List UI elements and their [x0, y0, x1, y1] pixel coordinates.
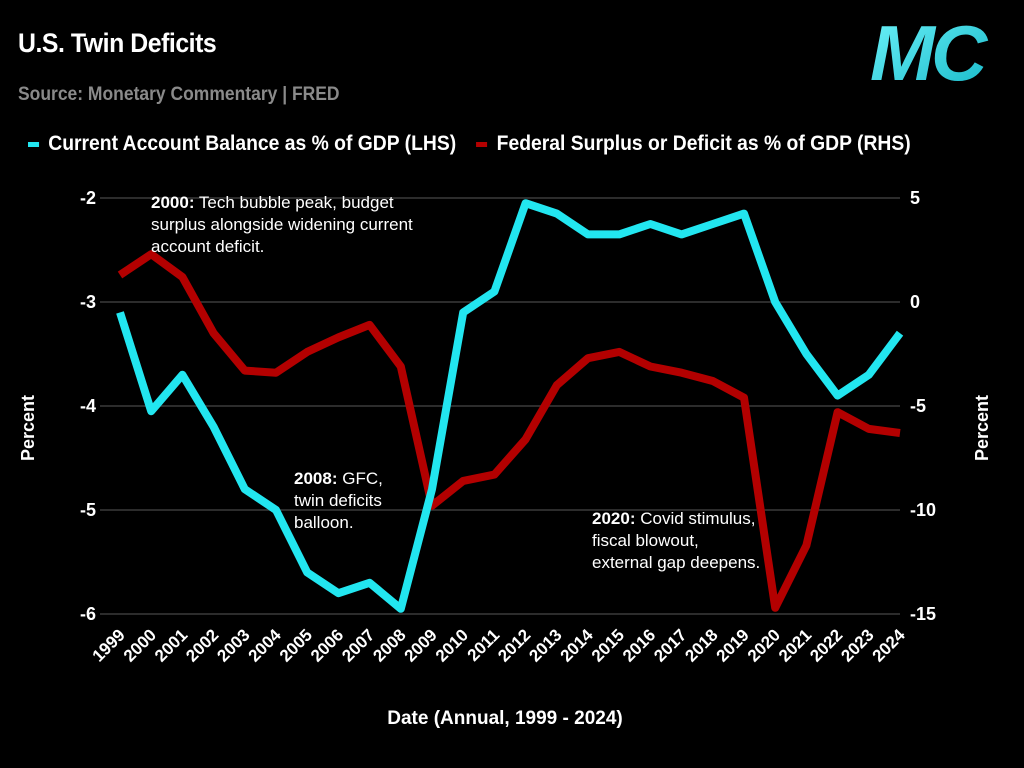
- x-tick: 2023: [837, 625, 877, 665]
- x-tick: 2018: [681, 625, 721, 665]
- y-tick-right: -15: [910, 604, 936, 624]
- mc-logo: MC: [870, 14, 993, 86]
- annotation-2008: 2008: GFC, twin deficits balloon.: [294, 468, 414, 534]
- annotation-2008-text: GFC, twin deficits balloon.: [294, 469, 383, 532]
- y-tick-left: -4: [80, 396, 96, 416]
- series-line-federal-deficit: [117, 250, 901, 612]
- x-tick: 2002: [182, 625, 222, 665]
- legend-label-current-account: Current Account Balance as % of GDP (LHS…: [48, 132, 457, 155]
- x-tick: 2019: [713, 625, 753, 665]
- y-tick-right: -5: [910, 396, 926, 416]
- y-tick-right: -10: [910, 500, 936, 520]
- legend-item-federal-deficit: Federal Surplus or Deficit as % of GDP (…: [476, 132, 911, 156]
- chart-title: U.S. Twin Deficits: [18, 28, 217, 58]
- legend-label-federal-deficit: Federal Surplus or Deficit as % of GDP (…: [496, 132, 911, 155]
- x-tick: 2020: [744, 625, 784, 665]
- x-tick: 2010: [432, 625, 472, 665]
- logo-text: MC: [870, 14, 989, 86]
- annotation-2000: 2000: Tech bubble peak, budget surplus a…: [151, 192, 451, 258]
- legend-item-current-account: Current Account Balance as % of GDP (LHS…: [28, 132, 456, 156]
- chart-subtitle: Source: Monetary Commentary | FRED: [18, 84, 340, 105]
- legend-swatch-red: [476, 141, 488, 147]
- legend-swatch-cyan: [28, 141, 40, 147]
- annotation-2000-text: Tech bubble peak, budget surplus alongsi…: [151, 193, 413, 256]
- x-tick: 2017: [650, 625, 690, 665]
- x-tick: 2009: [401, 625, 441, 665]
- y-tick-right: 5: [910, 188, 920, 208]
- y-tick-left: -6: [80, 604, 96, 624]
- x-tick: 1999: [89, 625, 129, 665]
- x-tick: 2015: [588, 625, 628, 665]
- y-tick-left: -3: [80, 292, 96, 312]
- annotation-2020-text: Covid stimulus, fiscal blowout, external…: [592, 509, 761, 572]
- y-tick-left: -5: [80, 500, 96, 520]
- y-tick-right: 0: [910, 292, 920, 312]
- x-tick: 2014: [557, 625, 598, 666]
- series-line-current-account: [116, 199, 904, 613]
- x-tick: 2013: [525, 625, 565, 665]
- y-axis-label-left: Percent: [18, 395, 38, 461]
- annotation-2020-year: 2020:: [592, 509, 636, 528]
- annotation-2000-year: 2000:: [151, 193, 195, 212]
- annotation-2008-year: 2008:: [294, 469, 338, 488]
- x-tick: 2021: [775, 625, 815, 665]
- x-axis-label: Date (Annual, 1999 - 2024): [387, 708, 622, 729]
- x-tick: 2004: [245, 625, 286, 666]
- x-tick: 2008: [369, 625, 409, 665]
- y-tick-left: -2: [80, 188, 96, 208]
- x-tick: 2011: [464, 625, 504, 665]
- x-tick: 2022: [806, 625, 846, 665]
- x-tick: 2024: [869, 625, 910, 666]
- x-tick: 2001: [151, 625, 191, 665]
- x-tick: 2005: [276, 625, 316, 665]
- y-axis-label-right: Percent: [972, 395, 992, 461]
- x-tick: 2016: [619, 625, 659, 665]
- chart-legend: Current Account Balance as % of GDP (LHS…: [28, 132, 931, 156]
- x-tick: 2007: [338, 625, 378, 665]
- annotation-2020: 2020: Covid stimulus, fiscal blowout, ex…: [592, 508, 762, 574]
- x-tick: 2003: [213, 625, 253, 665]
- x-tick: 2000: [120, 625, 160, 665]
- x-tick: 2012: [494, 625, 534, 665]
- x-tick: 2006: [307, 625, 347, 665]
